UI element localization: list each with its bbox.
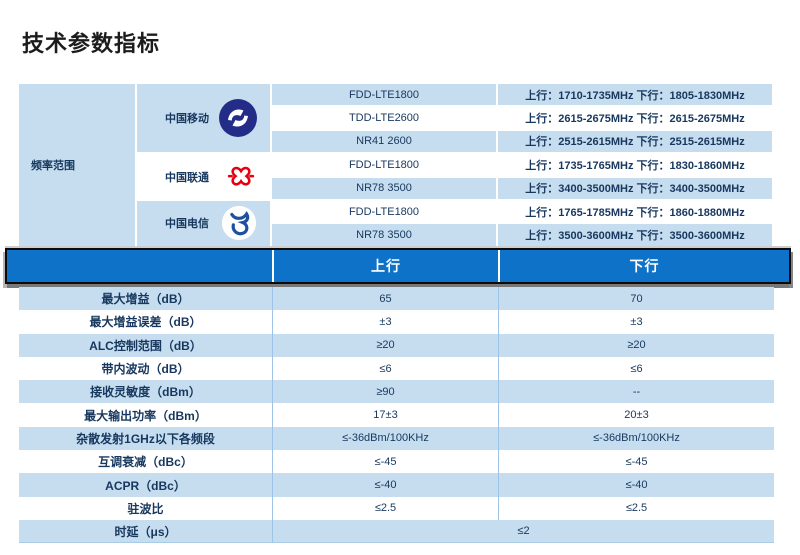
param-label: 接收灵敏度（dBm）: [19, 380, 272, 404]
param-downlink-value: ≤2.5: [498, 496, 774, 520]
china-telecom-logo-icon: [220, 204, 258, 242]
band-cell: NR78 3500: [272, 224, 498, 248]
param-uplink-value: ≥20: [272, 333, 498, 357]
frequency-table: 频率范围 中国移动 中国联通: [19, 84, 774, 248]
param-label: 最大输出功率（dBm）: [19, 403, 272, 427]
param-downlink-value: 70: [498, 287, 774, 311]
param-downlink-value: ≥20: [498, 333, 774, 357]
param-uplink-value: ±3: [272, 310, 498, 334]
operator-name-china-unicom: 中国联通: [165, 171, 209, 184]
band-cell: FDD-LTE1800: [272, 200, 498, 225]
china-mobile-logo-icon: [218, 98, 258, 138]
param-label: 杂散发射1GHz以下各频段: [19, 426, 272, 451]
band-cell: TDD-LTE2600: [272, 107, 498, 131]
param-downlink-value: ≤6: [498, 356, 774, 381]
operator-cell-china-mobile: 中国移动: [137, 84, 272, 155]
uplink-header: 上行: [272, 250, 500, 282]
parameter-table: 最大增益（dB） 65 70 最大增益误差（dB） ±3 ±3 ALC控制范围（…: [19, 287, 774, 544]
china-unicom-logo-icon: [224, 160, 258, 194]
range-cell: 上行：3500-3600MHz 下行：3500-3600MHz: [498, 224, 774, 248]
operator-name-china-telecom: 中国电信: [165, 218, 209, 231]
frequency-range-header: 频率范围: [19, 84, 137, 248]
param-downlink-value: --: [498, 380, 774, 404]
param-uplink-value: 65: [272, 287, 498, 311]
direction-header-spacer: [7, 250, 272, 282]
page-title: 技术参数指标: [22, 31, 161, 56]
band-cell: FDD-LTE1800: [272, 154, 498, 178]
param-uplink-value: 17±3: [272, 403, 498, 427]
param-uplink-value: ≤2.5: [272, 496, 498, 520]
param-label: 最大增益误差（dB）: [19, 310, 272, 334]
range-cell: 上行：2615-2675MHz 下行：2615-2675MHz: [498, 107, 774, 131]
param-uplink-value: ≥90: [272, 380, 498, 404]
range-cell: 上行：1765-1785MHz 下行：1860-1880MHz: [498, 200, 774, 225]
param-label: ACPR（dBc）: [19, 473, 272, 497]
param-downlink-value: ±3: [498, 310, 774, 334]
range-cell: 上行：1735-1765MHz 下行：1830-1860MHz: [498, 154, 774, 178]
range-cell: 上行：1710-1735MHz 下行：1805-1830MHz: [498, 84, 774, 108]
param-label: 最大增益（dB）: [19, 287, 272, 311]
param-downlink-value: ≤-45: [498, 450, 774, 474]
param-downlink-value: ≤-40: [498, 473, 774, 497]
param-label: ALC控制范围（dB）: [19, 333, 272, 357]
param-downlink-value: 20±3: [498, 403, 774, 427]
param-uplink-value: ≤-40: [272, 473, 498, 497]
param-label: 时延（μs）: [19, 519, 272, 544]
param-uplink-value: ≤-45: [272, 450, 498, 474]
direction-header-bar: 上行 下行: [5, 248, 791, 284]
range-cell: 上行：2515-2615MHz 下行：2515-2615MHz: [498, 130, 774, 155]
band-cell: FDD-LTE1800: [272, 84, 498, 108]
param-label: 带内波动（dB）: [19, 356, 272, 381]
band-cell: NR78 3500: [272, 177, 498, 201]
band-cell: NR41 2600: [272, 130, 498, 155]
param-uplink-value: ≤-36dBm/100KHz: [272, 426, 498, 451]
operator-name-china-mobile: 中国移动: [165, 113, 209, 126]
param-uplink-value: ≤6: [272, 356, 498, 381]
downlink-header: 下行: [629, 258, 660, 274]
operator-cell-china-telecom: 中国电信: [137, 200, 272, 248]
param-downlink-value: ≤-36dBm/100KHz: [498, 426, 774, 451]
range-cell: 上行：3400-3500MHz 下行：3400-3500MHz: [498, 177, 774, 201]
param-merged-value: ≤2: [272, 519, 774, 544]
operator-cell-china-unicom: 中国联通: [137, 154, 272, 201]
param-label: 驻波比: [19, 496, 272, 520]
param-label: 互调衰减（dBc）: [19, 450, 272, 474]
